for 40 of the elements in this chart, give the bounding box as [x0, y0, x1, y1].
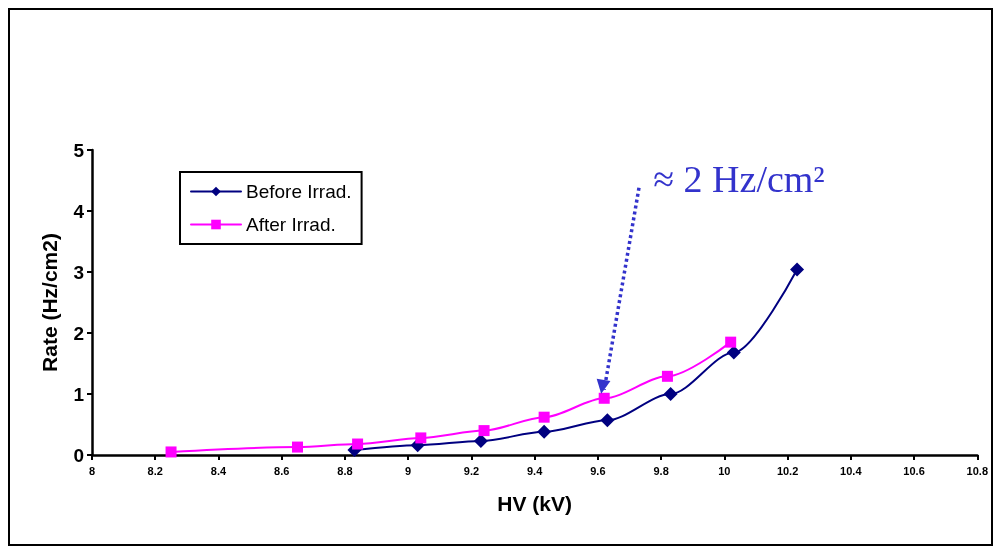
x-tick-label: 10 [718, 464, 731, 477]
x-tick-label: 10.8 [966, 464, 989, 477]
x-tick-label: 8.4 [210, 464, 227, 477]
point [415, 432, 427, 444]
point [165, 446, 177, 458]
point [292, 441, 304, 453]
legend-label: Before Irrad. [246, 181, 352, 202]
x-tick-label: 8.2 [147, 464, 163, 477]
point [600, 413, 615, 428]
x-tick-label: 10.2 [776, 464, 799, 477]
point [663, 387, 678, 401]
legend-label: After Irrad. [246, 214, 336, 235]
point [537, 424, 552, 439]
point [661, 370, 673, 382]
point [598, 392, 610, 404]
y-tick-label: 2 [73, 322, 84, 344]
x-tick-label: 10.4 [840, 464, 863, 477]
x-tick-label: 8 [88, 464, 96, 477]
y-tick-label: 5 [73, 139, 85, 161]
point [538, 411, 550, 423]
y-axis-title: Rate (Hz/cm2) [38, 233, 61, 372]
y-tick-label: 3 [73, 261, 84, 283]
point [478, 425, 490, 437]
x-tick-label: 10.6 [903, 464, 925, 477]
x-tick-label: 8.6 [274, 464, 290, 477]
y-tick-label: 0 [73, 444, 84, 466]
x-tick-label: 9.6 [590, 464, 606, 477]
y-tick-label: 4 [73, 200, 85, 222]
point [725, 336, 737, 348]
x-tick-label: 9.4 [527, 464, 544, 477]
x-tick-label: 9 [405, 464, 412, 477]
point [352, 438, 364, 450]
x-axis-title: HV (kV) [497, 492, 572, 515]
point [726, 345, 741, 360]
point [790, 262, 805, 277]
x-tick-label: 9.2 [463, 464, 480, 477]
annotation: ≈ 2 Hz/cm² [653, 157, 825, 200]
x-tick-label: 8.8 [337, 464, 353, 477]
y-tick-label: 1 [73, 383, 85, 405]
x-tick-label: 9.8 [653, 464, 669, 477]
